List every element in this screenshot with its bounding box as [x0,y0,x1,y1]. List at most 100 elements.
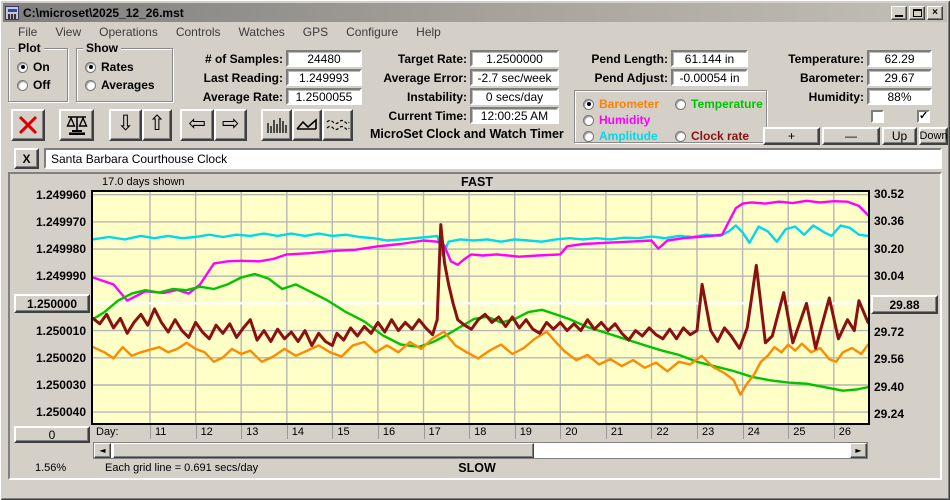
radio-off-icon [17,79,28,91]
day-gridline-24 [742,425,744,439]
target-rate-value: 1.2500000 [470,50,559,67]
menu-item-file[interactable]: File [18,25,38,39]
instability-value: 0 secs/day [470,88,559,105]
series-temperature-radio[interactable]: Temperature [675,97,763,111]
arrow-down-button[interactable]: ⇩ [109,109,142,141]
right-tick-29.40: 29.40 [874,379,905,394]
day-axis-label: Day: [96,426,119,438]
minus-button[interactable]: — [822,127,880,145]
series-clock-rate-radio[interactable]: Clock rate [675,129,749,143]
plot-on-radio[interactable]: On [17,60,50,74]
current-time-label: Current Time: [388,109,467,123]
humidity-label: Humidity: [808,90,864,104]
up-button[interactable]: Up [882,127,917,145]
day-gridline-15 [332,425,334,439]
menu-item-watches[interactable]: Watches [238,25,285,39]
maximize-button[interactable] [909,5,925,20]
pend-length-label: Pend Length: [591,52,668,66]
day-gridline-14 [286,425,288,439]
average-plot-button[interactable] [322,109,353,141]
maximize-icon [912,8,922,17]
menu-item-view[interactable]: View [55,25,82,39]
right-axis-center-button[interactable]: 29.88 [871,295,938,314]
radio-amplitude-icon [583,130,594,142]
pend-adjust-value: -0.00054 in [671,69,748,86]
day-label-11: 11 [154,426,167,438]
instability-label: Instability: [406,90,467,104]
time-scrollbar[interactable]: ◄ ► [93,442,868,459]
arrow-right-button[interactable]: ⇨ [214,109,247,141]
delete-button[interactable] [11,109,45,141]
humidity-value: 88% [867,88,932,105]
down-arrow-icon: ⇩ [116,111,135,135]
scroll-right-button[interactable]: ► [850,443,867,458]
minimize-icon [895,15,903,17]
zero-button[interactable]: 0 [14,426,90,443]
left-tick-1.249990: 1.249990 [35,269,86,284]
last-reading-value: 1.249993 [286,69,362,86]
title-bar: C:\microset\2025_12_26.mst × [3,3,947,22]
day-label-24: 24 [747,426,760,438]
series-humidity-radio[interactable]: Humidity [583,113,650,127]
checkbox-left[interactable] [871,110,884,123]
left-axis-center-button[interactable]: 1.250000 [14,294,90,313]
zigzag-line-icon [296,118,317,130]
down-button[interactable]: Down [919,127,948,145]
balance-button[interactable] [59,109,94,141]
menu-item-help[interactable]: Help [416,25,441,39]
minimize-button[interactable] [891,5,907,20]
right-tick-29.72: 29.72 [874,324,905,339]
day-label-25: 25 [793,426,806,438]
wavy-lines-icon [326,119,350,131]
plot-groupbox: Plot On Off [8,41,68,102]
series-barometer-radio[interactable]: Barometer [583,97,659,111]
left-tick-1.250030: 1.250030 [35,377,86,392]
red-x-icon [18,115,38,135]
radio-temperature-icon [675,98,686,110]
clock-name-field[interactable]: Santa Barbara Courthouse Clock [44,148,942,169]
x-icon: X [22,151,31,166]
raw-plot-button[interactable] [292,109,322,141]
day-label-12: 12 [200,426,213,438]
plot-area [91,190,870,425]
close-button[interactable]: × [927,5,943,20]
menu-item-configure[interactable]: Configure [346,25,399,39]
day-gridline-16 [377,425,379,439]
histogram-view-button[interactable] [261,109,292,141]
series-amplitude-radio[interactable]: Amplitude [583,129,658,143]
menu-item-gps[interactable]: GPS [302,25,329,39]
show-rates-radio[interactable]: Rates [85,60,134,74]
fast-label: FAST [461,175,493,189]
arrow-left-button[interactable]: ⇦ [180,109,214,141]
day-label-16: 16 [382,426,396,438]
menu-item-operations[interactable]: Operations [99,25,158,39]
arrow-up-button[interactable]: ⇧ [142,109,172,141]
scrollbar-thumb[interactable] [113,443,534,458]
barometer-label: Barometer: [799,71,864,85]
average-error-label: Average Error: [383,71,467,85]
show-averages-radio[interactable]: Averages [85,78,155,92]
close-plot-button[interactable]: X [14,148,39,169]
average-rate-label: Average Rate: [202,90,283,104]
day-gridline-21 [605,425,607,439]
plot-group-label: Plot [15,41,44,55]
plus-button[interactable]: + [763,127,820,145]
day-gridline-22 [651,425,653,439]
day-label-19: 19 [519,426,532,438]
scroll-right-icon: ► [855,446,862,455]
menu-item-controls[interactable]: Controls [175,25,221,39]
day-gridline-18 [469,425,471,439]
average-error-value: -2.7 sec/week [470,69,559,86]
scroll-left-button[interactable]: ◄ [94,443,111,458]
day-gridline-23 [697,425,699,439]
app-icon [5,5,19,20]
day-label-17: 17 [428,426,441,438]
day-label-26: 26 [838,426,852,438]
app-name-text: MicroSet Clock and Watch Timer [370,127,564,141]
show-groupbox: Show Rates Averages [76,41,173,102]
checkbox-right[interactable]: ✓ [917,110,930,123]
plot-off-radio[interactable]: Off [17,78,50,92]
slow-label: SLOW [458,461,496,475]
percent-text: 1.56% [35,462,67,474]
day-label-21: 21 [610,426,624,438]
